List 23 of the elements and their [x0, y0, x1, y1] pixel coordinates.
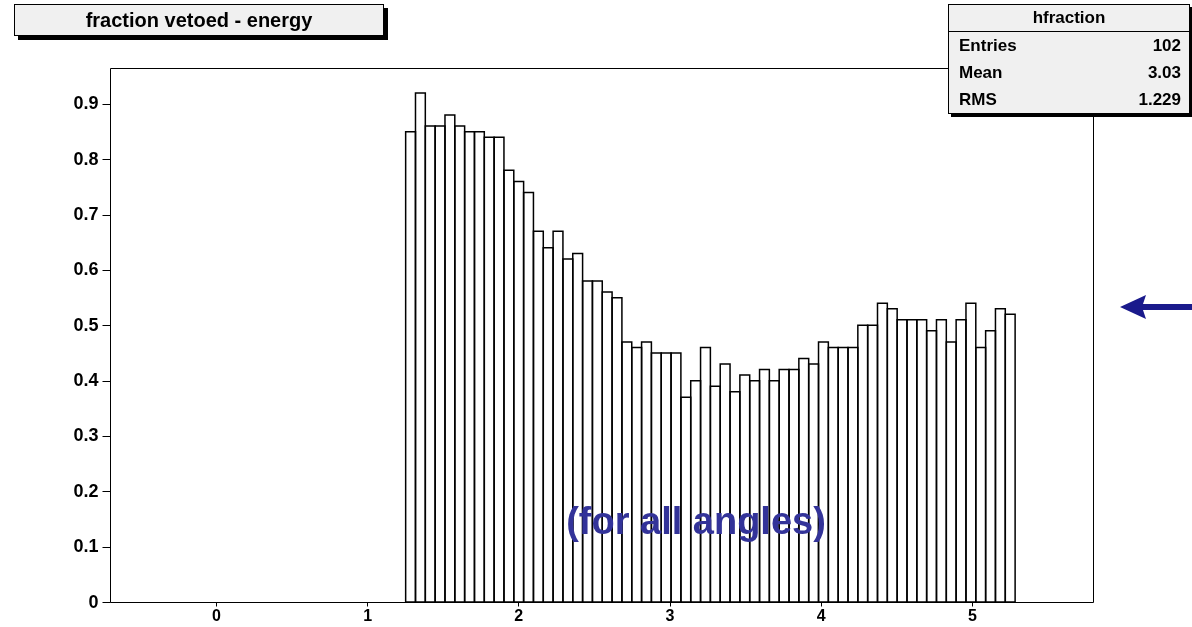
text: hfraction: [949, 5, 1189, 32]
x-tick-label: 5: [968, 606, 978, 624]
x-tick-label: 1: [363, 606, 373, 624]
annotation: Mean: [959, 62, 1003, 84]
y-tick-label: 0.8: [73, 148, 99, 169]
x-tick-label: 3: [665, 606, 675, 624]
chart-title: fraction vetoed - energy: [14, 4, 384, 36]
y-tick-label: 0.6: [73, 259, 99, 280]
y-tick-label: 0.3: [73, 425, 99, 446]
y-tick-label: 0.1: [73, 536, 99, 557]
y-tick-label: 0.9: [73, 93, 99, 114]
x-tick-label: 0: [211, 606, 221, 624]
y-tick-label: 0.4: [73, 370, 99, 391]
y-tick-label: 0.2: [73, 480, 99, 501]
x-tick-label: 2: [514, 606, 524, 624]
text: 102: [1152, 35, 1181, 57]
y-tick-label: 0.7: [73, 204, 99, 225]
y-tick-label: 0.5: [73, 314, 99, 335]
annotation: RMS: [959, 89, 997, 111]
x-tick-label: 4: [816, 606, 826, 624]
text: Entries: [959, 35, 1017, 57]
text: 1.229: [1138, 89, 1181, 111]
text: 3.03: [1147, 62, 1181, 84]
